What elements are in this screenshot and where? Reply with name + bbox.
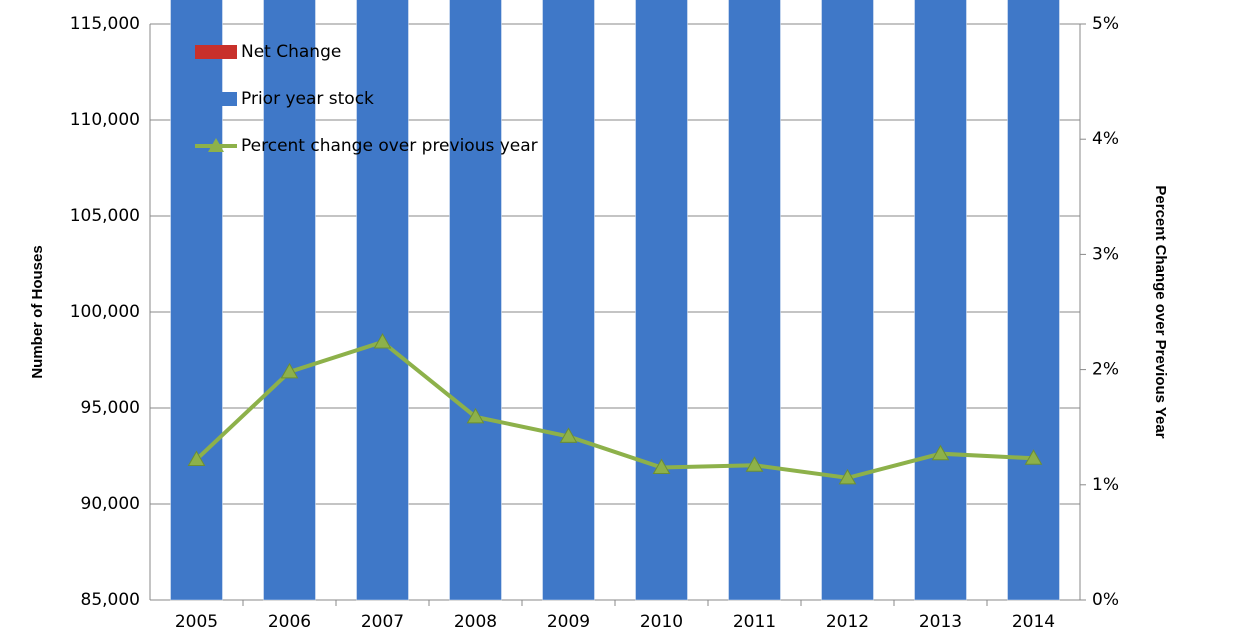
y-tick-label: 90,000 bbox=[81, 494, 140, 514]
marker bbox=[187, 450, 206, 466]
bar-segment bbox=[821, 0, 874, 601]
bar-segment bbox=[542, 0, 595, 601]
legend-label: Percent change over previous year bbox=[241, 136, 538, 156]
marker bbox=[466, 407, 485, 424]
marker bbox=[838, 468, 857, 485]
y2-tick-label: 0% bbox=[1092, 590, 1119, 610]
legend-swatch bbox=[195, 45, 237, 59]
x-tick-label: 2008 bbox=[454, 612, 497, 632]
x-tick-label: 2005 bbox=[175, 612, 218, 632]
x-tick-label: 2012 bbox=[826, 612, 869, 632]
marker bbox=[373, 332, 392, 349]
marker bbox=[280, 362, 299, 379]
bar-segment bbox=[914, 0, 967, 601]
y-tick-label: 95,000 bbox=[81, 398, 140, 418]
y2-tick-label: 2% bbox=[1092, 360, 1119, 380]
y-tick-label: 85,000 bbox=[81, 590, 140, 610]
legend-marker bbox=[208, 138, 224, 152]
bar-segment bbox=[449, 0, 502, 601]
marker bbox=[652, 458, 671, 475]
y-axis-title: Number of Houses bbox=[29, 245, 46, 378]
legend-label: Net Change bbox=[241, 42, 341, 62]
x-tick-label: 2010 bbox=[640, 612, 683, 632]
marker bbox=[559, 427, 578, 443]
bar-segment bbox=[263, 0, 316, 601]
legend-swatch bbox=[195, 92, 237, 106]
marker bbox=[931, 444, 950, 461]
x-tick-label: 2011 bbox=[733, 612, 776, 632]
line bbox=[195, 339, 1034, 480]
x-tick-label: 2009 bbox=[547, 612, 590, 632]
x-tick-label: 2014 bbox=[1012, 612, 1055, 632]
y2-tick-label: 1% bbox=[1092, 475, 1119, 495]
y-tick-label: 105,000 bbox=[70, 206, 140, 226]
legend-label: Prior year stock bbox=[241, 89, 374, 109]
x-tick-label: 2007 bbox=[361, 612, 404, 632]
bar-segment bbox=[356, 0, 409, 601]
bar-segment bbox=[728, 0, 781, 601]
x-tick-label: 2013 bbox=[919, 612, 962, 632]
y2-tick-label: 4% bbox=[1092, 129, 1119, 149]
y-tick-label: 100,000 bbox=[70, 302, 140, 322]
marker bbox=[745, 456, 764, 472]
y-tick-label: 115,000 bbox=[70, 14, 140, 34]
y-tick-label: 110,000 bbox=[70, 110, 140, 130]
marker bbox=[1024, 449, 1043, 465]
y2-axis-title: Percent Change over Previous Year bbox=[1152, 185, 1169, 438]
bar-segment bbox=[1007, 0, 1060, 601]
y2-tick-label: 3% bbox=[1092, 244, 1119, 264]
bar-segment bbox=[635, 0, 688, 601]
bar-segment bbox=[170, 0, 223, 601]
x-tick-label: 2006 bbox=[268, 612, 311, 632]
y2-tick-label: 5% bbox=[1092, 14, 1119, 34]
